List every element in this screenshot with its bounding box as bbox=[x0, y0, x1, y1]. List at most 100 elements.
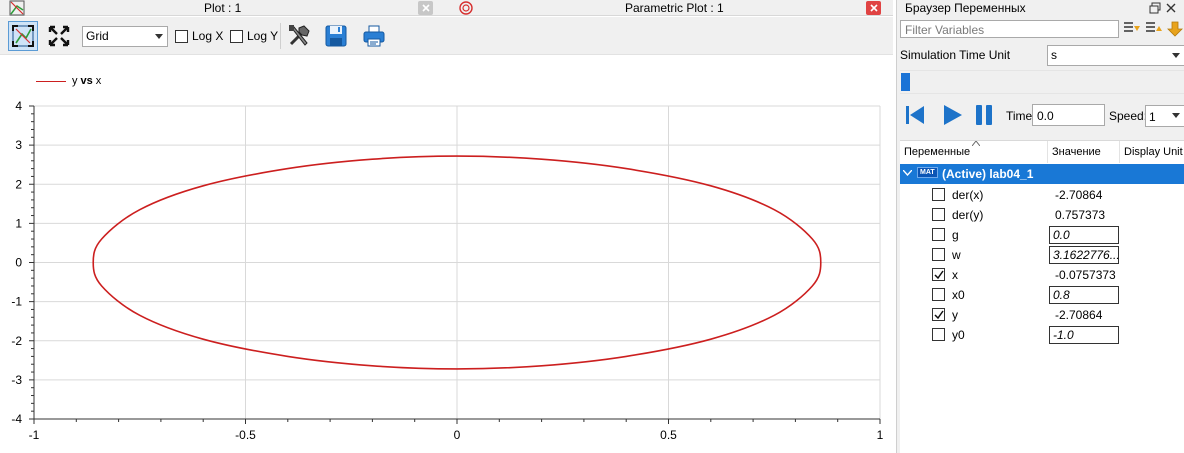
play-button[interactable] bbox=[939, 102, 965, 128]
save-icon bbox=[325, 25, 347, 47]
close-plot-tab-button[interactable] bbox=[418, 1, 433, 15]
y-tick-label: -3 bbox=[11, 373, 22, 387]
fit-in-view-button[interactable] bbox=[8, 21, 38, 51]
chevron-down-icon[interactable] bbox=[903, 170, 912, 176]
variable-name: x0 bbox=[952, 288, 965, 302]
pause-icon bbox=[976, 105, 992, 125]
log-y-checkbox[interactable]: Log Y bbox=[230, 28, 278, 44]
variable-row[interactable]: w 3.1622776... bbox=[900, 245, 1184, 265]
variable-row[interactable]: y -2.70864 bbox=[900, 305, 1184, 325]
variable-name: der(x) bbox=[952, 188, 984, 202]
y-tick-label: 0 bbox=[15, 256, 22, 270]
variable-row[interactable]: x -0.0757373 bbox=[900, 265, 1184, 285]
column-header-value[interactable]: Значение bbox=[1048, 141, 1120, 163]
x-tick-label: 1 bbox=[877, 428, 884, 442]
column-header-display-unit[interactable]: Display Unit bbox=[1120, 141, 1184, 163]
grid-select[interactable]: Grid bbox=[82, 26, 168, 47]
variable-row[interactable]: der(y) 0.757373 bbox=[900, 205, 1184, 225]
log-x-checkbox[interactable]: Log X bbox=[175, 28, 223, 44]
variable-checkbox[interactable] bbox=[932, 188, 945, 201]
x-tick-label: -0.5 bbox=[235, 428, 256, 442]
y-tick-label: -4 bbox=[11, 412, 22, 426]
speed-select[interactable]: 1 bbox=[1145, 105, 1184, 127]
rewind-button[interactable] bbox=[902, 102, 928, 128]
plot-icon bbox=[9, 0, 25, 16]
log-x-checkbox-box[interactable] bbox=[175, 29, 188, 43]
variable-checkbox[interactable] bbox=[932, 268, 945, 281]
variable-checkbox[interactable] bbox=[932, 248, 945, 261]
plot-toolbar: Grid Log X Log Y bbox=[0, 17, 893, 55]
variable-value-input[interactable]: 0.8 bbox=[1049, 286, 1119, 304]
tab-parametric-plot-title[interactable]: Parametric Plot : 1 bbox=[625, 1, 724, 15]
variable-value-input[interactable]: -1.0 bbox=[1049, 326, 1119, 344]
speed-value: 1 bbox=[1149, 110, 1156, 124]
pause-button[interactable] bbox=[971, 102, 997, 128]
checkmark-icon bbox=[933, 310, 944, 319]
variable-name: y0 bbox=[952, 328, 965, 342]
variables-tree: Переменные Значение Display Unit MAT (Ac… bbox=[900, 140, 1184, 453]
filter-placeholder: Filter Variables bbox=[905, 23, 985, 37]
collapse-all-icon bbox=[1146, 22, 1162, 32]
y-tick-label: -1 bbox=[11, 295, 22, 309]
variable-checkbox[interactable] bbox=[932, 208, 945, 221]
time-slider-track[interactable] bbox=[900, 70, 1184, 94]
variable-row[interactable]: x0 0.8 bbox=[900, 285, 1184, 305]
browser-title-bar: Браузер Переменных bbox=[897, 0, 1184, 16]
legend-y: y bbox=[72, 75, 78, 87]
chevron-down-icon bbox=[155, 34, 163, 39]
print-button[interactable] bbox=[359, 21, 389, 51]
float-window-icon[interactable] bbox=[1149, 2, 1161, 14]
variable-row[interactable]: g 0.0 bbox=[900, 225, 1184, 245]
variable-name: x bbox=[952, 268, 958, 282]
column-header-value-label: Значение bbox=[1052, 146, 1101, 158]
filter-variables-input[interactable]: Filter Variables bbox=[900, 20, 1119, 38]
column-header-display-unit-label: Display Unit bbox=[1124, 146, 1183, 158]
variable-name: g bbox=[952, 228, 959, 242]
log-y-checkbox-box[interactable] bbox=[230, 29, 243, 43]
collapse-all-button[interactable] bbox=[1144, 20, 1164, 38]
y-tick-label: 4 bbox=[15, 99, 22, 113]
variable-row[interactable]: y0 -1.0 bbox=[900, 325, 1184, 345]
log-x-label: Log X bbox=[192, 29, 224, 43]
speed-label: Speed: bbox=[1109, 109, 1148, 123]
plot-window: Plot : 1 Parametric Plot : 1 bbox=[0, 0, 893, 453]
print-icon bbox=[363, 25, 385, 47]
close-icon bbox=[421, 4, 430, 12]
variable-checkbox[interactable] bbox=[932, 288, 945, 301]
arrow-down-icon bbox=[1167, 21, 1183, 37]
variable-value: -2.70864 bbox=[1055, 308, 1103, 322]
x-tick-label: 0.5 bbox=[660, 428, 677, 442]
variable-value: -2.70864 bbox=[1055, 188, 1103, 202]
save-button[interactable] bbox=[321, 21, 351, 51]
sort-up-icon bbox=[972, 141, 980, 146]
zoom-icon bbox=[48, 25, 70, 47]
variable-value-input[interactable]: 3.1622776... bbox=[1049, 246, 1119, 264]
play-icon bbox=[944, 105, 962, 125]
variable-value-input[interactable]: 0.0 bbox=[1049, 226, 1119, 244]
time-slider-handle[interactable] bbox=[901, 73, 910, 91]
tab-plot-title[interactable]: Plot : 1 bbox=[204, 1, 242, 15]
checkmark-icon bbox=[933, 270, 944, 279]
time-input[interactable]: 0.0 bbox=[1032, 104, 1105, 126]
sim-time-unit-select[interactable]: s bbox=[1047, 45, 1184, 66]
setup-button[interactable] bbox=[284, 21, 314, 51]
close-icon[interactable] bbox=[1165, 2, 1177, 14]
variable-row[interactable]: der(x) -2.70864 bbox=[900, 185, 1184, 205]
close-parametric-tab-button[interactable] bbox=[866, 1, 881, 15]
time-label: Time: bbox=[1006, 109, 1036, 123]
plot-canvas[interactable]: -1 -0.5 0 0.5 1 4 3 2 1 0 -1 -2 -3 -4 bbox=[0, 96, 893, 453]
legend-x: x bbox=[95, 75, 102, 87]
variable-checkbox[interactable] bbox=[932, 308, 945, 321]
model-row[interactable]: MAT (Active) lab04_1 bbox=[900, 164, 1184, 184]
log-y-label: Log Y bbox=[247, 29, 279, 43]
variable-checkbox[interactable] bbox=[932, 228, 945, 241]
variable-name: w bbox=[952, 248, 961, 262]
variable-checkbox[interactable] bbox=[932, 328, 945, 341]
column-header-variables[interactable]: Переменные bbox=[900, 141, 1048, 163]
zoom-button[interactable] bbox=[44, 21, 74, 51]
y-tick-label: 1 bbox=[15, 216, 22, 230]
expand-all-button[interactable] bbox=[1122, 20, 1142, 38]
plot-legend: y vs x bbox=[36, 74, 101, 88]
y-tick-label: -2 bbox=[11, 334, 22, 348]
sort-button[interactable] bbox=[1166, 20, 1184, 38]
